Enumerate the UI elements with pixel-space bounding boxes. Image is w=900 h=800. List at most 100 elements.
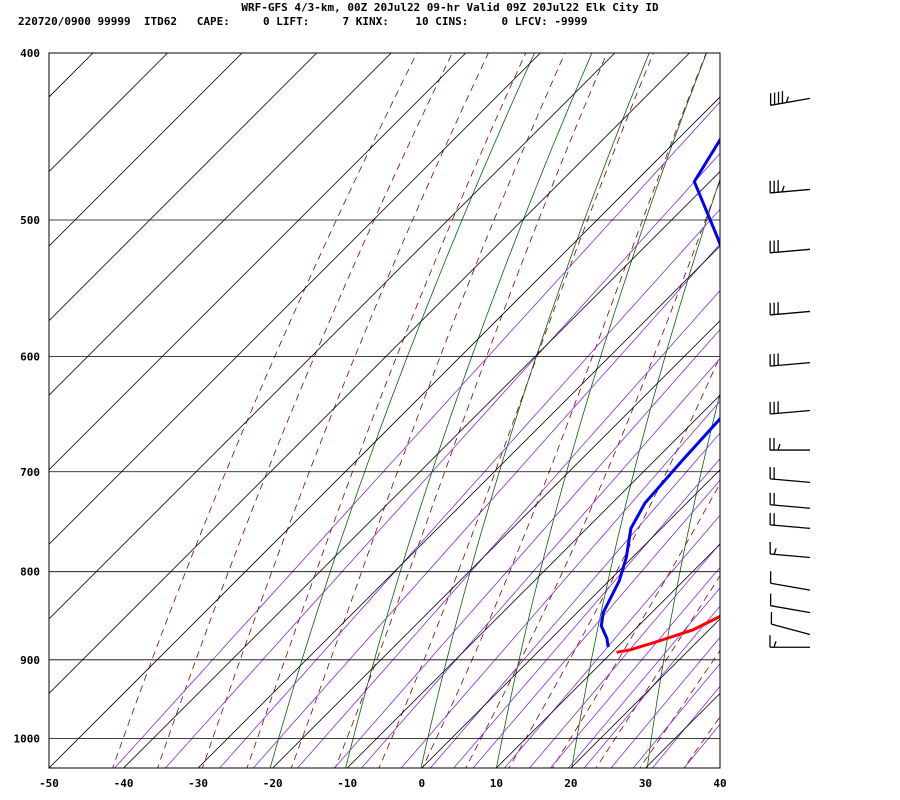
mixing-ratio-line (252, 243, 720, 768)
isotherm-line (496, 543, 720, 768)
wind-barb (769, 571, 811, 591)
wind-barb (769, 593, 811, 614)
isotherm-line (49, 53, 541, 545)
isotherm-line (49, 53, 690, 695)
isotherm-line (570, 618, 720, 768)
wind-barb (769, 91, 811, 106)
chart-title: WRF-GFS 4/3-km, 00Z 20Jul22 09-hr Valid … (241, 1, 659, 14)
temperature-tick-label: -30 (188, 777, 208, 790)
wind-barb-flag (781, 185, 785, 193)
dry-adiabat (721, 15, 891, 783)
wind-barb (769, 240, 811, 254)
wind-barb-flag (773, 548, 777, 555)
wind-barb-staff (770, 361, 811, 367)
mixing-ratio-line (683, 723, 720, 768)
moist-adiabat (465, 179, 720, 768)
isotherm-line (719, 767, 720, 768)
wind-barb-flag (785, 96, 789, 103)
wind-barb-staff (770, 478, 811, 484)
moist-adiabat (112, 53, 418, 768)
temperature-tick-label: -50 (39, 777, 59, 790)
temperature-tick-label: 10 (490, 777, 503, 790)
dewpoint-profile (599, 136, 720, 648)
wind-barb (769, 302, 811, 316)
moist-adiabat (157, 53, 453, 768)
temperature-tick-label: 20 (564, 777, 577, 790)
isotherm-line (123, 170, 720, 768)
wind-barb (769, 512, 811, 530)
pressure-tick-label: 700 (20, 466, 40, 479)
mixing-ratio-line (610, 636, 720, 768)
isotherm-line (49, 53, 94, 98)
wind-barb (769, 635, 810, 648)
isotherm-line (272, 320, 720, 768)
wind-barb-staff (770, 605, 811, 614)
wind-barb-flag (777, 443, 781, 451)
temperature-tick-label: 40 (713, 777, 726, 790)
wind-barb-staff (770, 553, 811, 559)
mixing-ratio-line (453, 458, 720, 768)
dry-adiabat (797, 15, 900, 783)
mixing-ratio-line (297, 289, 720, 768)
wind-barb (769, 466, 811, 484)
moist-adiabat (683, 716, 720, 768)
pressure-tick-label: 900 (20, 654, 40, 667)
sounding-stats: 220720/0900 99999 ITD62 CAPE: 0 LIFT: 7 … (18, 15, 588, 28)
wind-barb-staff (770, 310, 811, 316)
isotherm-line (49, 53, 467, 471)
wind-barb-staff (770, 248, 811, 254)
mixing-ratio-line (529, 543, 720, 768)
wind-barb-staff (770, 504, 811, 509)
wind-barb (769, 492, 811, 509)
dry-adiabat (420, 53, 650, 768)
moist-adiabat (246, 53, 527, 768)
plot-frame (48, 52, 721, 769)
dry-adiabat (873, 15, 900, 783)
wind-barb (769, 180, 811, 194)
isotherm-line (346, 394, 720, 768)
mixing-ratio-line (567, 587, 720, 768)
dry-adiabat (345, 53, 593, 768)
moist-adiabat (201, 53, 489, 768)
moist-adiabat (508, 355, 720, 768)
wind-barb-staff (770, 524, 811, 530)
wind-barb-staff (771, 623, 811, 636)
wind-barb (769, 401, 811, 415)
wind-barb (769, 438, 810, 451)
temperature-tick-label: -40 (114, 777, 134, 790)
moist-adiabat (334, 53, 608, 768)
mixing-ratio-line (632, 662, 720, 768)
isotherm-line (49, 53, 616, 620)
mixing-ratio-line (503, 514, 720, 768)
wind-barb-staff (770, 582, 811, 591)
moist-adiabat (421, 53, 707, 768)
pressure-tick-label: 1000 (14, 733, 41, 746)
moist-adiabat (639, 649, 720, 768)
temperature-tick-label: -10 (337, 777, 357, 790)
isotherm-line (49, 53, 243, 247)
mixing-ratio-line (429, 432, 720, 768)
dry-adiabat (269, 53, 535, 768)
mixing-ratio-line (164, 152, 720, 768)
isotherm-line (49, 53, 317, 322)
mixing-ratio-line (583, 605, 720, 768)
mixing-ratio-line (114, 101, 720, 768)
pressure-tick-label: 800 (20, 566, 40, 579)
isotherm-line (421, 469, 720, 768)
isotherm-line (645, 692, 720, 768)
wind-barb (769, 542, 811, 559)
moist-adiabat (595, 574, 720, 768)
isotherm-line (197, 245, 720, 768)
pressure-tick-label: 600 (20, 350, 40, 363)
mixing-ratio-line (651, 685, 720, 768)
wind-barb (770, 612, 811, 636)
mixing-ratio-line (361, 357, 720, 768)
mixing-ratio-line (400, 400, 720, 768)
wind-barb (769, 353, 811, 367)
moist-adiabat (378, 53, 654, 768)
wind-barb-staff (770, 97, 811, 106)
wind-barb-staff (770, 188, 811, 194)
moist-adiabat (551, 482, 720, 768)
pressure-tick-label: 500 (20, 214, 40, 227)
